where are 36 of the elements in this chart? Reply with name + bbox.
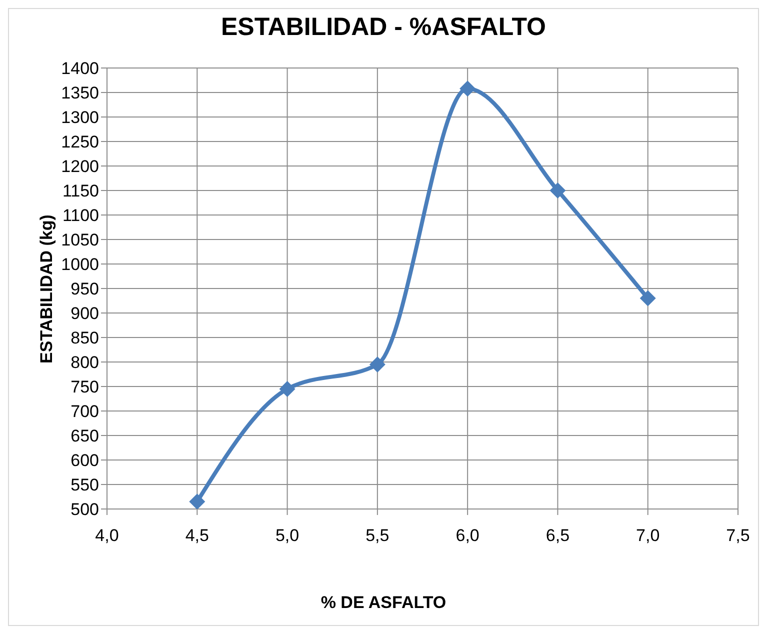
y-tick-label: 850: [70, 328, 99, 348]
y-tick-label: 1300: [61, 108, 99, 128]
y-tick-label: 1200: [61, 157, 99, 176]
y-tick-label: 1150: [62, 182, 99, 201]
y-tick-label: 550: [70, 476, 99, 495]
point: [279, 380, 296, 397]
x-tick-label: 4,5: [185, 526, 209, 546]
y-axis-title: ESTABILIDAD (kg): [37, 214, 57, 364]
y-tick-label: 1250: [61, 132, 99, 152]
x-tick-label: 5,0: [275, 526, 300, 546]
chart-title: ESTABILIDAD - %ASFALTO: [220, 13, 547, 42]
x-tick-label: 5,5: [366, 526, 390, 546]
y-tick-label: 500: [70, 500, 99, 520]
y-tick-label: 1050: [61, 230, 99, 250]
point: [369, 356, 386, 372]
y-tick-label: 1100: [62, 206, 99, 226]
point: [550, 182, 566, 198]
y-tick-label: 950: [70, 280, 99, 299]
x-tick-label: 6,0: [456, 526, 480, 546]
y-tick-label: 700: [70, 402, 99, 422]
y-tick-label: 1000: [61, 255, 99, 274]
y-tick-label: 750: [70, 378, 99, 397]
y-tick-label: 600: [70, 451, 99, 470]
x-axis-title: % DE ASFALTO: [320, 593, 448, 613]
x-tick-label: 7,0: [636, 526, 660, 546]
y-tick-label: 800: [70, 353, 99, 372]
y-tick-label: 650: [70, 426, 99, 446]
x-tick-label: 6,5: [546, 526, 570, 546]
y-tick-label: 1350: [61, 84, 99, 103]
point: [189, 494, 206, 509]
point: [460, 80, 476, 97]
x-tick-label: 4,0: [95, 526, 119, 546]
y-tick-label: 1400: [61, 59, 99, 78]
y-tick-label: 900: [70, 304, 99, 324]
point: [640, 290, 656, 306]
x-tick-label: 7,5: [726, 526, 750, 546]
